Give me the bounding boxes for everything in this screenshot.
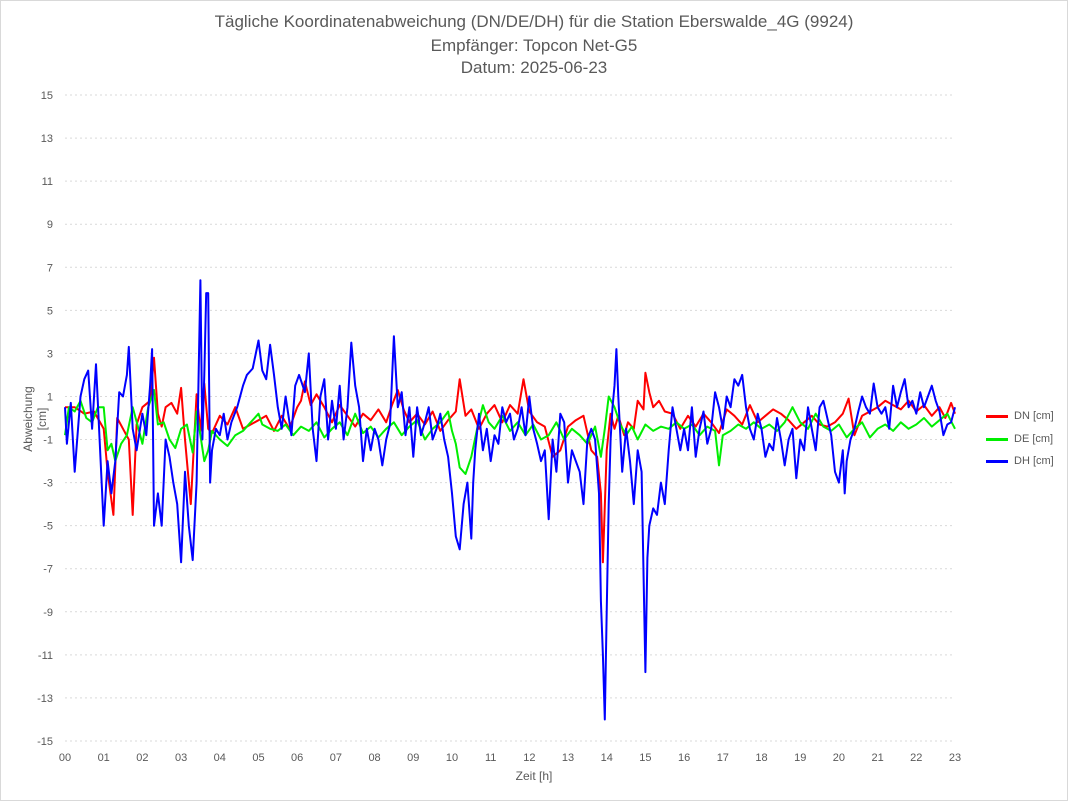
x-tick-label: 18 — [755, 752, 767, 764]
legend-label-dh: DH [cm] — [1014, 455, 1054, 467]
y-tick-label: -11 — [38, 650, 53, 662]
x-tick-label: 13 — [562, 752, 574, 764]
x-tick-label: 00 — [59, 752, 71, 764]
series-group — [64, 279, 956, 721]
x-tick-label: 17 — [717, 752, 729, 764]
x-tick-label: 02 — [136, 752, 148, 764]
x-tick-label: 16 — [678, 752, 690, 764]
legend-label-de: DE [cm] — [1014, 433, 1054, 445]
x-tick-label: 21 — [871, 752, 883, 764]
y-tick-label: 11 — [42, 176, 53, 188]
y-tick-label: -7 — [43, 564, 53, 576]
y-tick-label: 15 — [41, 90, 53, 102]
y-tick-label: 3 — [47, 348, 53, 360]
x-tick-label: 04 — [214, 752, 226, 764]
x-tick-label: 20 — [833, 752, 845, 764]
chart-title: Tägliche Koordinatenabweichung (DN/DE/DH… — [214, 12, 854, 31]
x-tick-label: 15 — [639, 752, 651, 764]
x-tick-label: 05 — [252, 752, 264, 764]
legend-swatch-dh — [986, 459, 1008, 463]
y-tick-label: 9 — [47, 219, 53, 231]
x-tick-label: 03 — [175, 752, 187, 764]
y-tick-label: -1 — [43, 435, 53, 447]
x-tick-label: 09 — [407, 752, 419, 764]
chart-subtitle: Empfänger: Topcon Net-G5 — [430, 36, 638, 55]
legend-swatch-dn — [986, 414, 1008, 418]
legend-item-dn: DN [cm] — [986, 410, 1054, 422]
x-tick-label: 12 — [523, 752, 535, 764]
legend-item-de: DE [cm] — [986, 433, 1053, 445]
y-tick-label: 13 — [41, 133, 53, 145]
x-tick-label: 19 — [794, 752, 806, 764]
x-tick-label: 06 — [291, 752, 303, 764]
x-tick-label: 22 — [910, 752, 922, 764]
y-tick-label: 7 — [47, 262, 53, 274]
x-tick-label: 01 — [98, 752, 110, 764]
y-tick-label: -15 — [37, 736, 53, 748]
grid-lines — [65, 94, 955, 742]
x-tick-label: 23 — [949, 752, 961, 764]
y-tick-label: 1 — [47, 391, 53, 403]
y-tick-label: -9 — [43, 607, 53, 619]
y-tick-label: -13 — [37, 693, 53, 705]
x-axis-label: Zeit [h] — [515, 769, 553, 783]
y-axis-ticks: 15 13 11 9 7 5 3 1 -1 -3 -5 -7 -9 -11 -13 -15 — [37, 90, 53, 748]
x-tick-label: 08 — [368, 752, 380, 764]
series-line-dh — [64, 279, 956, 721]
y-axis-label: Abweichung [cm] — [21, 386, 49, 452]
y-tick-label: -5 — [43, 521, 53, 533]
x-axis-ticks: 00 01 02 03 04 05 06 07 08 09 10 11 12 13 14 15 16 17 18 19… — [59, 752, 961, 764]
x-tick-label: 07 — [330, 752, 342, 764]
x-tick-label: 14 — [601, 752, 613, 764]
legend-label-dn: DN [cm] — [1014, 410, 1054, 422]
y-tick-label: 5 — [47, 305, 53, 317]
x-tick-label: 10 — [446, 752, 458, 764]
legend-item-dh: DH [cm] — [986, 455, 1054, 467]
y-tick-label: -3 — [43, 478, 53, 490]
legend-swatch-de — [986, 437, 1008, 441]
x-tick-label: 11 — [485, 752, 496, 764]
chart-date: Datum: 2025-06-23 — [460, 58, 608, 77]
